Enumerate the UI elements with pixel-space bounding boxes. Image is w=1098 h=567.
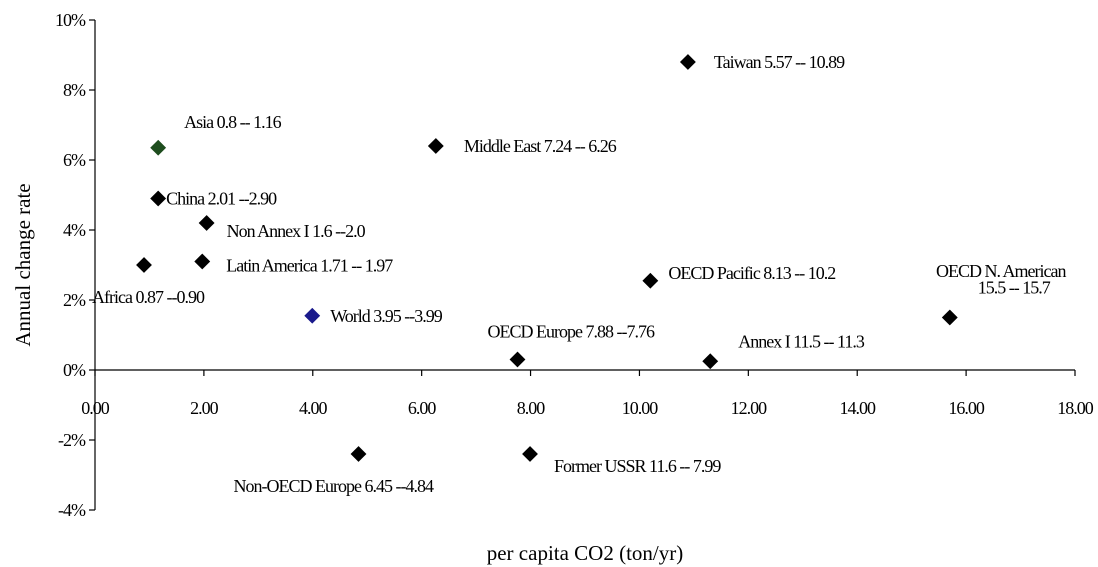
point-label: Taiwan 5.57 -- 10.89 xyxy=(714,52,845,72)
y-tick-label: 0% xyxy=(63,360,86,380)
y-tick-label: 4% xyxy=(63,220,86,240)
x-tick-label: 8.00 xyxy=(517,398,546,418)
scatter-point xyxy=(198,215,215,231)
scatter-point xyxy=(150,139,167,156)
x-tick-label: 16.00 xyxy=(948,398,985,418)
x-tick-label: 10.00 xyxy=(622,398,659,418)
x-tick-label: 14.00 xyxy=(839,398,876,418)
scatter-point xyxy=(136,257,152,273)
point-label: Annex I 11.5 -- 11.3 xyxy=(738,331,865,351)
y-tick-label: 6% xyxy=(63,150,86,170)
point-label: Asia 0.8 -- 1.16 xyxy=(184,112,281,132)
point-labels: Taiwan 5.57 -- 10.89 Asia 0.8 -- 1.16 Midd… xyxy=(92,52,1052,496)
y-tick-label: -4% xyxy=(58,500,86,520)
point-label: Africa 0.87 --0.90 xyxy=(92,287,205,307)
point-label: OECD Europe 7.88 --7.76 xyxy=(487,322,654,342)
point-label: Non-OECD Europe 6.45 --4.84 xyxy=(234,476,434,496)
y-tick-label: 10% xyxy=(55,10,86,30)
data-points xyxy=(136,54,958,462)
point-label: Latin America 1.71 -- 1.97 xyxy=(226,256,393,276)
y-tick-label: 8% xyxy=(63,80,86,100)
y-axis-ticks: -4% -2% 0% 2% 4% 6% 8% 10% xyxy=(55,10,95,520)
y-tick-label: 2% xyxy=(63,290,86,310)
x-tick-label: 6.00 xyxy=(408,398,437,418)
scatter-point xyxy=(679,54,696,70)
point-label: Non Annex I 1.6 --2.0 xyxy=(227,221,366,241)
x-tick-label: 12.00 xyxy=(731,398,768,418)
scatter-point xyxy=(304,307,321,324)
x-axis-ticks: 0.00 2.00 4.00 6.00 8.00 10.00 12.00 14.00 16.00… xyxy=(81,370,1095,418)
scatter-point xyxy=(642,272,659,289)
scatter-point xyxy=(941,309,958,326)
scatter-point xyxy=(702,353,719,370)
x-tick-label: 2.00 xyxy=(190,398,219,418)
point-label: China 2.01 --2.90 xyxy=(166,189,277,209)
scatter-point xyxy=(150,190,167,207)
point-label: Middle East 7.24 -- 6.26 xyxy=(464,136,617,156)
point-label: 15.5 -- 15.7 xyxy=(978,278,1051,298)
x-tick-label: 4.00 xyxy=(299,398,328,418)
point-label: Former USSR 11.6 -- 7.99 xyxy=(554,456,721,476)
point-label: World 3.95 --3.99 xyxy=(330,306,443,326)
x-axis-title: per capita CO2 (ton/yr) xyxy=(487,541,684,565)
scatter-point xyxy=(522,446,538,462)
scatter-point xyxy=(350,446,367,462)
point-label: OECD Pacific 8.13 -- 10.2 xyxy=(668,263,835,283)
scatter-point xyxy=(427,138,444,154)
scatter-point xyxy=(194,253,211,270)
x-tick-label: 18.00 xyxy=(1057,398,1094,418)
annotation-oecd-n-american: OECD N. American xyxy=(936,261,1066,281)
x-tick-label: 0.00 xyxy=(81,398,110,418)
y-tick-label: -2% xyxy=(58,430,86,450)
scatter-point xyxy=(509,351,526,368)
y-axis-title: Annual change rate xyxy=(11,183,35,346)
